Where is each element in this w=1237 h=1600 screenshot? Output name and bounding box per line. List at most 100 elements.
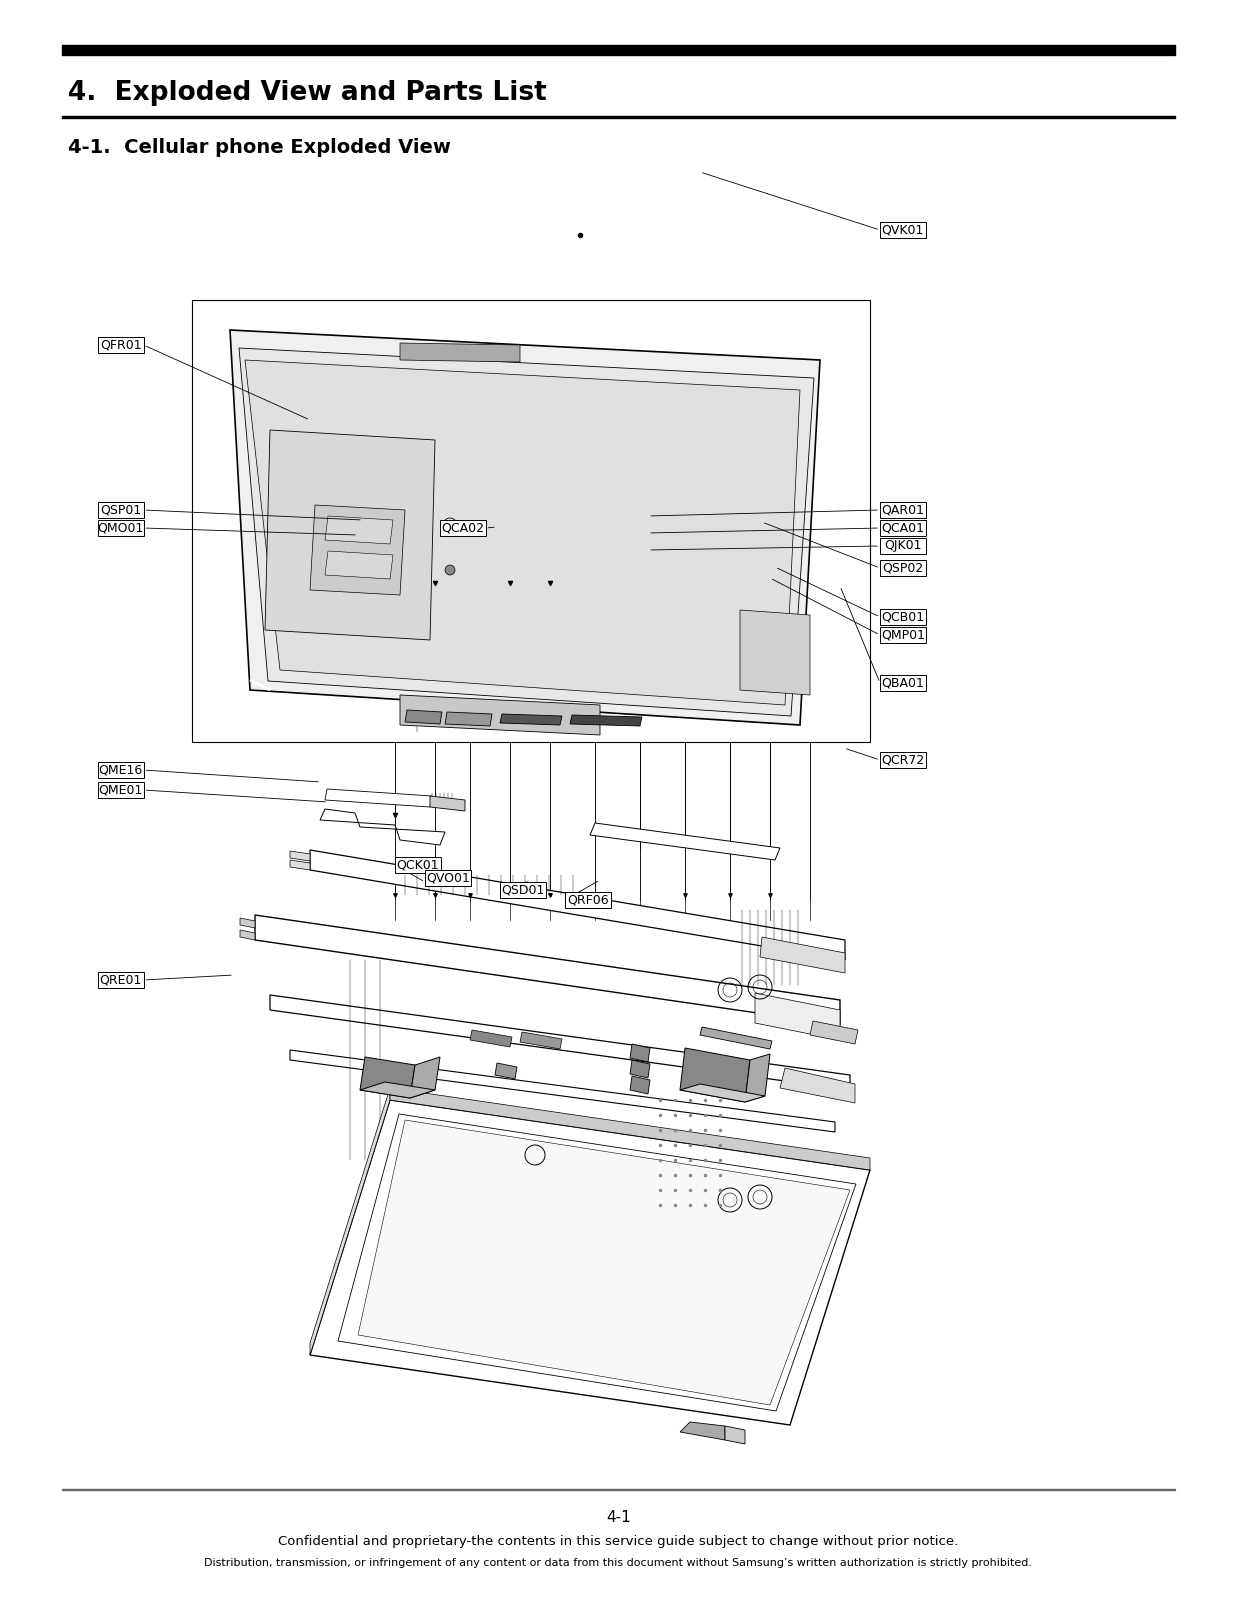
- Polygon shape: [289, 861, 310, 870]
- Text: QCA02: QCA02: [442, 522, 484, 534]
- Bar: [98, 971, 143, 987]
- Text: QAR01: QAR01: [881, 504, 924, 517]
- Polygon shape: [781, 1069, 855, 1102]
- Text: QME16: QME16: [99, 763, 143, 776]
- Text: QBA01: QBA01: [881, 677, 924, 690]
- Text: QCK01: QCK01: [396, 859, 439, 872]
- Polygon shape: [325, 789, 432, 806]
- Text: QVK01: QVK01: [882, 224, 924, 237]
- Text: QMP01: QMP01: [881, 629, 925, 642]
- Bar: [98, 782, 143, 798]
- Polygon shape: [325, 515, 393, 544]
- Bar: [880, 627, 925, 643]
- Polygon shape: [240, 918, 255, 928]
- Polygon shape: [270, 995, 850, 1090]
- Bar: [62, 117, 1175, 118]
- Polygon shape: [740, 610, 810, 694]
- Polygon shape: [192, 301, 870, 742]
- Bar: [880, 675, 925, 691]
- Polygon shape: [239, 349, 814, 717]
- Text: QRF06: QRF06: [567, 893, 609, 907]
- Text: QVO01: QVO01: [426, 872, 470, 885]
- Polygon shape: [630, 1075, 649, 1094]
- Polygon shape: [404, 710, 442, 723]
- Text: QRE01: QRE01: [99, 973, 142, 987]
- Text: QCB01: QCB01: [881, 611, 924, 624]
- Text: QCR72: QCR72: [881, 754, 924, 766]
- Polygon shape: [495, 1062, 517, 1078]
- Bar: [880, 560, 925, 576]
- Text: 4-1.  Cellular phone Exploded View: 4-1. Cellular phone Exploded View: [68, 138, 450, 157]
- Text: QJK01: QJK01: [884, 539, 922, 552]
- Polygon shape: [430, 795, 465, 811]
- Polygon shape: [570, 715, 642, 726]
- Polygon shape: [230, 330, 820, 725]
- Polygon shape: [700, 1027, 772, 1050]
- Polygon shape: [755, 994, 840, 1040]
- Bar: [98, 520, 143, 536]
- Bar: [880, 520, 925, 536]
- Text: Distribution, transmission, or infringement of any content or data from this doc: Distribution, transmission, or infringem…: [204, 1558, 1033, 1568]
- Polygon shape: [255, 915, 840, 1026]
- Polygon shape: [745, 1054, 769, 1102]
- Bar: [426, 870, 470, 886]
- Text: QSP01: QSP01: [100, 504, 141, 517]
- Polygon shape: [400, 694, 600, 734]
- Polygon shape: [289, 1050, 835, 1133]
- Text: 4.  Exploded View and Parts List: 4. Exploded View and Parts List: [68, 80, 547, 106]
- Polygon shape: [325, 550, 393, 579]
- Polygon shape: [680, 1422, 725, 1440]
- Bar: [565, 893, 611, 909]
- Polygon shape: [590, 822, 781, 861]
- Bar: [395, 858, 440, 874]
- Polygon shape: [310, 1088, 390, 1355]
- Polygon shape: [245, 360, 800, 706]
- Bar: [98, 338, 143, 354]
- Polygon shape: [409, 1058, 440, 1098]
- Polygon shape: [520, 1032, 562, 1050]
- Polygon shape: [630, 1043, 649, 1062]
- Polygon shape: [338, 1114, 856, 1411]
- Polygon shape: [500, 714, 562, 725]
- Text: 4-1: 4-1: [606, 1510, 631, 1525]
- Bar: [500, 882, 546, 898]
- Polygon shape: [810, 1021, 858, 1043]
- Bar: [880, 538, 925, 554]
- Polygon shape: [360, 1058, 414, 1098]
- Polygon shape: [250, 680, 270, 690]
- Polygon shape: [680, 1085, 764, 1102]
- Text: QME01: QME01: [99, 784, 143, 797]
- Bar: [880, 502, 925, 518]
- Polygon shape: [400, 342, 520, 362]
- Text: QSP02: QSP02: [882, 562, 923, 574]
- Bar: [98, 502, 143, 518]
- Text: QSD01: QSD01: [501, 883, 544, 896]
- Bar: [880, 610, 925, 626]
- Polygon shape: [289, 851, 310, 861]
- Polygon shape: [445, 712, 492, 726]
- Polygon shape: [320, 810, 445, 845]
- Polygon shape: [390, 1088, 870, 1170]
- Bar: [880, 222, 925, 238]
- Polygon shape: [240, 930, 255, 939]
- Text: Confidential and proprietary-the contents in this service guide subject to chang: Confidential and proprietary-the content…: [278, 1534, 959, 1549]
- Bar: [62, 45, 1175, 54]
- Polygon shape: [310, 1101, 870, 1426]
- Text: QFR01: QFR01: [100, 339, 141, 352]
- Polygon shape: [265, 430, 435, 640]
- Polygon shape: [310, 506, 404, 595]
- Text: QCA01: QCA01: [881, 522, 924, 534]
- Bar: [98, 762, 143, 778]
- Text: QMO01: QMO01: [98, 522, 143, 534]
- Polygon shape: [630, 1059, 649, 1078]
- Polygon shape: [357, 1120, 850, 1405]
- Polygon shape: [725, 1426, 745, 1443]
- Polygon shape: [680, 1048, 750, 1102]
- Polygon shape: [760, 938, 845, 973]
- Polygon shape: [470, 1030, 512, 1046]
- Circle shape: [445, 565, 455, 574]
- Bar: [880, 752, 925, 768]
- Polygon shape: [360, 1082, 435, 1098]
- Polygon shape: [310, 850, 845, 960]
- Bar: [440, 520, 485, 536]
